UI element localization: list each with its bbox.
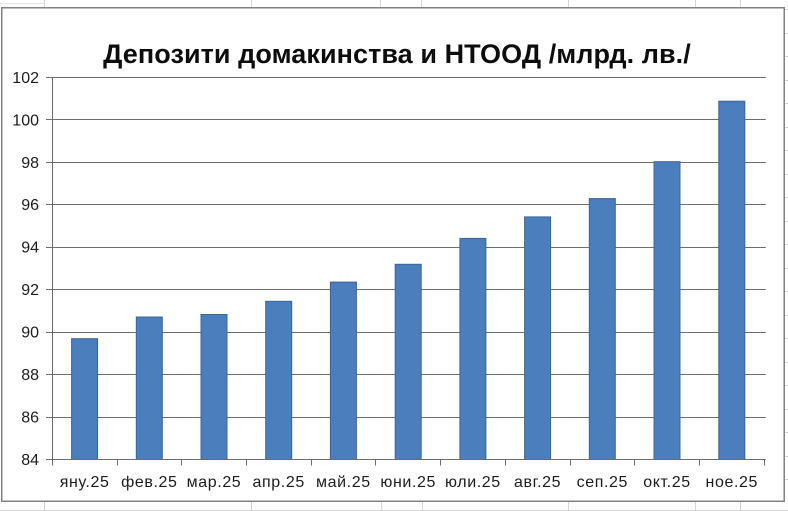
svg-text:мар.25: мар.25 — [187, 474, 242, 491]
svg-text:102: 102 — [12, 70, 39, 87]
svg-text:Депозити домакинства и НТООД /: Депозити домакинства и НТООД /млрд. лв./ — [103, 39, 691, 69]
svg-text:юни.25: юни.25 — [380, 474, 436, 491]
svg-text:86: 86 — [21, 410, 39, 427]
svg-text:84: 84 — [21, 452, 39, 469]
svg-text:апр.25: апр.25 — [253, 474, 305, 491]
svg-text:май.25: май.25 — [316, 474, 371, 491]
svg-text:авг.25: авг.25 — [514, 474, 561, 491]
svg-text:фев.25: фев.25 — [121, 474, 177, 491]
svg-text:88: 88 — [21, 367, 39, 384]
svg-text:100: 100 — [12, 113, 39, 130]
svg-text:98: 98 — [21, 155, 39, 172]
svg-text:96: 96 — [21, 197, 39, 214]
svg-text:яну.25: яну.25 — [60, 474, 110, 491]
svg-text:юли.25: юли.25 — [445, 474, 501, 491]
svg-text:94: 94 — [21, 240, 39, 257]
svg-text:90: 90 — [21, 325, 39, 342]
svg-text:ное.25: ное.25 — [706, 474, 758, 491]
svg-text:окт.25: окт.25 — [643, 474, 690, 491]
svg-text:сеп.25: сеп.25 — [577, 474, 628, 491]
svg-text:92: 92 — [21, 282, 39, 299]
